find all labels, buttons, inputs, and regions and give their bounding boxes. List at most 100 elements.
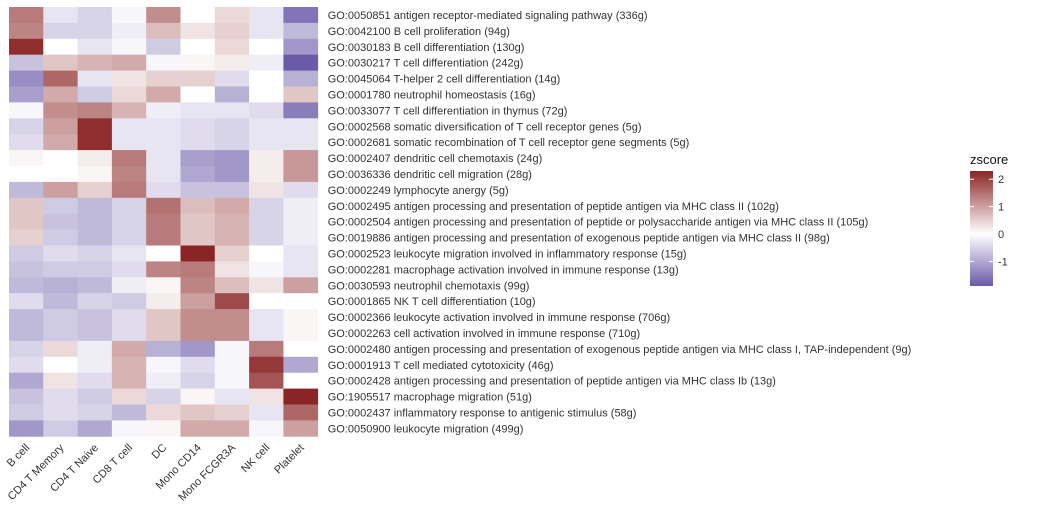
heatmap-cell [146, 86, 181, 103]
heatmap-cell [43, 166, 78, 183]
heatmap-cell [146, 293, 181, 310]
column-label: Platelet [272, 442, 306, 476]
legend-tick-label: -1 [998, 256, 1008, 268]
heatmap-cell [249, 356, 284, 374]
heatmap-cell [180, 229, 216, 246]
heatmap-cell [283, 7, 319, 24]
heatmap-cell [249, 38, 284, 56]
heatmap-cell [9, 134, 44, 151]
heatmap-cell [9, 356, 44, 374]
heatmap-cell [77, 245, 113, 262]
heatmap-cell [146, 261, 181, 278]
heatmap-cell [111, 54, 147, 71]
heatmap-cell [9, 325, 44, 342]
heatmap-cell [9, 293, 44, 310]
heatmap-cell [9, 420, 44, 437]
heatmap-cell [9, 102, 44, 119]
heatmap-cell [111, 404, 147, 421]
heatmap-cell [43, 118, 78, 135]
heatmap-cell [9, 229, 44, 246]
heatmap-cell [214, 150, 250, 167]
heatmap-cell [283, 166, 319, 183]
heatmap-cell [111, 372, 147, 389]
heatmap-cell [180, 420, 216, 437]
heatmap-cell [249, 309, 284, 326]
heatmap-cell [43, 388, 78, 405]
heatmap-cell [214, 22, 250, 40]
heatmap-cell [146, 309, 181, 326]
heatmap-cell [9, 213, 44, 230]
heatmap-cell [111, 356, 147, 374]
heatmap-cell [214, 197, 250, 215]
heatmap-cell [111, 340, 147, 358]
row-label: GO:0019886 antigen processing and presen… [328, 233, 830, 245]
heatmap-cell [146, 197, 181, 215]
heatmap-cell [180, 388, 216, 405]
heatmap-cell [249, 420, 284, 437]
heatmap-cell [180, 150, 216, 167]
heatmap-cell [214, 54, 250, 71]
heatmap-cell [180, 22, 216, 40]
row-label: GO:0002681 somatic recombination of T ce… [328, 137, 690, 149]
heatmap-cell [146, 22, 181, 40]
heatmap-cell [146, 150, 181, 167]
row-labels: GO:0050851 antigen receptor-mediated sig… [328, 10, 912, 435]
heatmap-cell [111, 388, 147, 405]
heatmap-cell [180, 70, 216, 87]
heatmap-cell [43, 277, 78, 294]
heatmap-cell [283, 261, 319, 278]
heatmap-cell [111, 325, 147, 342]
column-label: DC [150, 442, 170, 462]
heatmap-cell [146, 38, 181, 56]
heatmap-cell [9, 7, 44, 24]
heatmap-cell [249, 229, 284, 246]
column-label: NK cell [239, 442, 272, 475]
heatmap-cell [9, 388, 44, 405]
heatmap-cell [214, 420, 250, 437]
heatmap-cell [43, 213, 78, 230]
row-label: GO:1905517 macrophage migration (51g) [328, 392, 532, 404]
heatmap-cell [77, 22, 113, 40]
heatmap-cell [9, 245, 44, 262]
heatmap-cell [43, 150, 78, 167]
heatmap-cell [9, 340, 44, 358]
heatmap-cell [283, 38, 319, 56]
heatmap-cell [283, 245, 319, 262]
heatmap-cell [77, 102, 113, 119]
heatmap-cell [283, 86, 319, 103]
heatmap-cell [214, 277, 250, 294]
row-label: GO:0042100 B cell proliferation (94g) [328, 26, 510, 38]
heatmap-cell [77, 261, 113, 278]
heatmap-cell [249, 197, 284, 215]
heatmap-cell [146, 420, 181, 437]
heatmap-cell [146, 372, 181, 389]
heatmap-cell [249, 86, 284, 103]
heatmap-cell [146, 102, 181, 119]
heatmap-cell [77, 38, 113, 56]
heatmap-cell [9, 86, 44, 103]
heatmap-cell [43, 325, 78, 342]
heatmap-cell [214, 356, 250, 374]
heatmap-cell [146, 404, 181, 421]
heatmap-cell [43, 102, 78, 119]
heatmap-cell [249, 7, 284, 24]
row-label: GO:0001913 T cell mediated cytotoxicity … [328, 360, 554, 372]
heatmap-cell [111, 213, 147, 230]
heatmap-cell [283, 70, 319, 87]
heatmap-cell [43, 86, 78, 103]
heatmap-cell [180, 261, 216, 278]
heatmap-cell [111, 134, 147, 151]
legend-title: zscore [970, 152, 1008, 167]
heatmap-cell [77, 340, 113, 358]
heatmap-cell [214, 70, 250, 87]
heatmap-cell [283, 213, 319, 230]
heatmap-cell [77, 54, 113, 71]
heatmap-cell [43, 340, 78, 358]
heatmap-cell [180, 325, 216, 342]
heatmap-cell [146, 134, 181, 151]
heatmap-cell [283, 102, 319, 119]
heatmap-cell [214, 166, 250, 183]
heatmap-cell [43, 293, 78, 310]
heatmap-cell [9, 309, 44, 326]
